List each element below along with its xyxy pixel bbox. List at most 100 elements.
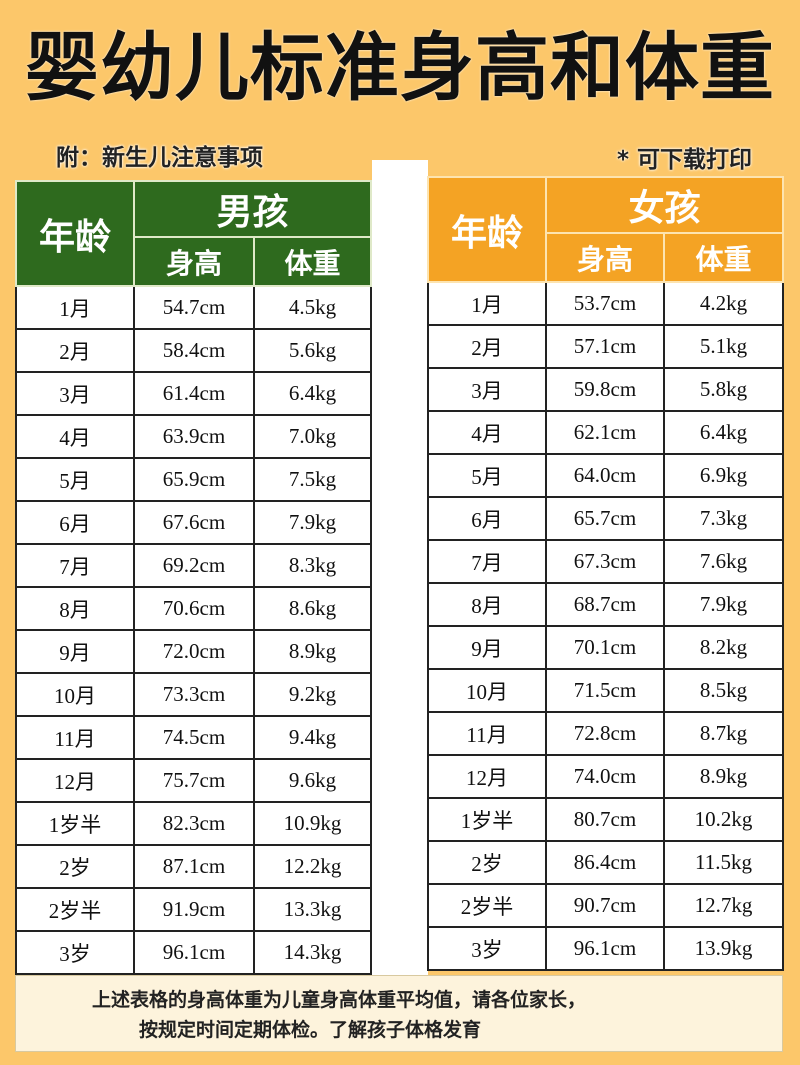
- table-row: 12月 75.7cm 9.6kg: [15, 758, 372, 803]
- age-cell: 6月: [427, 496, 547, 541]
- height-header: 身高: [133, 236, 255, 287]
- footer-line-1: 上述表格的身高体重为儿童身高体重平均值，请各位家长，: [92, 989, 587, 1011]
- weight-cell: 8.9kg: [663, 754, 784, 799]
- age-cell: 12月: [15, 758, 135, 803]
- age-cell: 2岁半: [427, 883, 547, 928]
- weight-cell: 6.9kg: [663, 453, 784, 498]
- table-row: 5月 65.9cm 7.5kg: [15, 457, 372, 502]
- height-cell: 73.3cm: [133, 672, 255, 717]
- table-row: 2岁半 91.9cm 13.3kg: [15, 887, 372, 932]
- weight-cell: 4.5kg: [253, 285, 372, 330]
- height-cell: 64.0cm: [545, 453, 665, 498]
- boys-table: 年龄 男孩 身高 体重 1月 54.7cm 4.5kg 2月 58.4cm 5.6kg 3月…: [15, 180, 372, 975]
- age-cell: 2岁: [15, 844, 135, 889]
- table-row: 7月 67.3cm 7.6kg: [427, 539, 784, 584]
- weight-cell: 11.5kg: [663, 840, 784, 885]
- age-cell: 1岁半: [15, 801, 135, 846]
- table-row: 11月 72.8cm 8.7kg: [427, 711, 784, 756]
- footer-note: 上述表格的身高体重为儿童身高体重平均值，请各位家长， 按规定时间定期体检。了解孩…: [15, 975, 783, 1052]
- table-row: 1月 53.7cm 4.2kg: [427, 281, 784, 326]
- height-cell: 91.9cm: [133, 887, 255, 932]
- table-row: 2岁 86.4cm 11.5kg: [427, 840, 784, 885]
- height-cell: 74.5cm: [133, 715, 255, 760]
- age-cell: 8月: [427, 582, 547, 627]
- height-header: 身高: [545, 232, 665, 283]
- age-cell: 3岁: [427, 926, 547, 971]
- age-cell: 9月: [427, 625, 547, 670]
- age-cell: 1月: [427, 281, 547, 326]
- weight-cell: 8.5kg: [663, 668, 784, 713]
- print-note: * 可下载打印: [616, 147, 752, 173]
- table-row: 1岁半 82.3cm 10.9kg: [15, 801, 372, 846]
- table-row: 2月 57.1cm 5.1kg: [427, 324, 784, 369]
- height-cell: 68.7cm: [545, 582, 665, 627]
- table-row: 4月 62.1cm 6.4kg: [427, 410, 784, 455]
- height-cell: 67.3cm: [545, 539, 665, 584]
- age-cell: 2岁半: [15, 887, 135, 932]
- weight-cell: 5.8kg: [663, 367, 784, 412]
- height-cell: 63.9cm: [133, 414, 255, 459]
- height-cell: 72.0cm: [133, 629, 255, 674]
- table-row: 6月 67.6cm 7.9kg: [15, 500, 372, 545]
- table-row: 5月 64.0cm 6.9kg: [427, 453, 784, 498]
- height-cell: 87.1cm: [133, 844, 255, 889]
- height-cell: 65.7cm: [545, 496, 665, 541]
- age-cell: 3岁: [15, 930, 135, 975]
- age-header: 年龄: [427, 176, 547, 283]
- weight-cell: 7.9kg: [253, 500, 372, 545]
- weight-cell: 7.6kg: [663, 539, 784, 584]
- height-cell: 86.4cm: [545, 840, 665, 885]
- height-cell: 80.7cm: [545, 797, 665, 842]
- height-cell: 70.1cm: [545, 625, 665, 670]
- table-row: 9月 72.0cm 8.9kg: [15, 629, 372, 674]
- table-row: 3岁 96.1cm 14.3kg: [15, 930, 372, 975]
- table-row: 9月 70.1cm 8.2kg: [427, 625, 784, 670]
- table-row: 12月 74.0cm 8.9kg: [427, 754, 784, 799]
- age-cell: 7月: [427, 539, 547, 584]
- weight-cell: 10.9kg: [253, 801, 372, 846]
- weight-cell: 5.1kg: [663, 324, 784, 369]
- age-cell: 3月: [427, 367, 547, 412]
- weight-cell: 13.3kg: [253, 887, 372, 932]
- table-row: 8月 68.7cm 7.9kg: [427, 582, 784, 627]
- weight-cell: 9.2kg: [253, 672, 372, 717]
- weight-cell: 10.2kg: [663, 797, 784, 842]
- weight-cell: 12.2kg: [253, 844, 372, 889]
- weight-cell: 9.6kg: [253, 758, 372, 803]
- height-cell: 71.5cm: [545, 668, 665, 713]
- weight-cell: 7.5kg: [253, 457, 372, 502]
- boys-header: 男孩: [133, 180, 372, 238]
- height-cell: 65.9cm: [133, 457, 255, 502]
- age-cell: 2月: [15, 328, 135, 373]
- age-cell: 6月: [15, 500, 135, 545]
- table-row: 2月 58.4cm 5.6kg: [15, 328, 372, 373]
- weight-cell: 8.2kg: [663, 625, 784, 670]
- table-row: 2岁半 90.7cm 12.7kg: [427, 883, 784, 928]
- age-cell: 2月: [427, 324, 547, 369]
- table-row: 4月 63.9cm 7.0kg: [15, 414, 372, 459]
- weight-cell: 9.4kg: [253, 715, 372, 760]
- height-cell: 53.7cm: [545, 281, 665, 326]
- age-cell: 2岁: [427, 840, 547, 885]
- weight-cell: 8.3kg: [253, 543, 372, 588]
- weight-cell: 13.9kg: [663, 926, 784, 971]
- height-cell: 58.4cm: [133, 328, 255, 373]
- age-cell: 5月: [15, 457, 135, 502]
- weight-header: 体重: [663, 232, 784, 283]
- height-cell: 82.3cm: [133, 801, 255, 846]
- weight-cell: 7.3kg: [663, 496, 784, 541]
- table-row: 10月 73.3cm 9.2kg: [15, 672, 372, 717]
- age-cell: 7月: [15, 543, 135, 588]
- table-row: 11月 74.5cm 9.4kg: [15, 715, 372, 760]
- height-cell: 74.0cm: [545, 754, 665, 799]
- table-row: 3岁 96.1cm 13.9kg: [427, 926, 784, 971]
- age-cell: 1岁半: [427, 797, 547, 842]
- table-row: 7月 69.2cm 8.3kg: [15, 543, 372, 588]
- age-cell: 12月: [427, 754, 547, 799]
- height-cell: 57.1cm: [545, 324, 665, 369]
- table-row: 6月 65.7cm 7.3kg: [427, 496, 784, 541]
- weight-cell: 12.7kg: [663, 883, 784, 928]
- age-cell: 4月: [427, 410, 547, 455]
- age-cell: 10月: [15, 672, 135, 717]
- height-cell: 72.8cm: [545, 711, 665, 756]
